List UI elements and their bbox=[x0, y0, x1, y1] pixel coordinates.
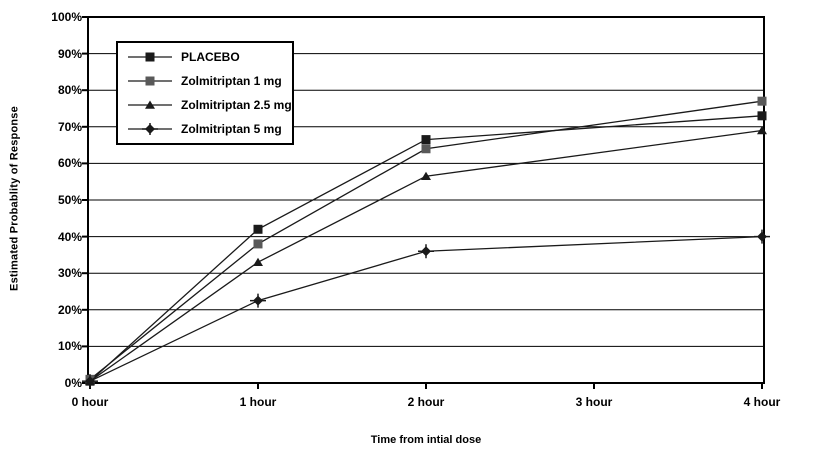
y-tick-label: 70% bbox=[57, 119, 82, 134]
x-tick-label: 4 hour bbox=[743, 395, 781, 409]
y-tick-label: 10% bbox=[57, 339, 82, 354]
x-tick-label: 1 hour bbox=[239, 395, 277, 409]
legend-label: Zolmitriptan 5 mg bbox=[181, 122, 282, 136]
y-tick-label: 90% bbox=[57, 46, 82, 61]
series-zolmitriptan-5-mg bbox=[82, 229, 770, 389]
legend-box: PLACEBO Zolmitriptan 1 mg Zolmitriptan 2.5… bbox=[116, 41, 294, 145]
y-tick-label: 100% bbox=[51, 10, 82, 24]
legend-entry: Zolmitriptan 5 mg bbox=[126, 118, 292, 140]
y-tick-label: 80% bbox=[57, 83, 82, 98]
filled-triangle-legend-icon bbox=[128, 100, 172, 109]
axis-tick-marks bbox=[82, 16, 763, 389]
y-tick-label: 40% bbox=[57, 229, 82, 244]
filled-square-legend-icon bbox=[128, 52, 172, 62]
legend-entry: Zolmitriptan 2.5 mg bbox=[126, 94, 292, 116]
y-tick-label: 50% bbox=[57, 193, 82, 207]
legend-entry: PLACEBO bbox=[126, 46, 292, 68]
legend-label: PLACEBO bbox=[181, 50, 240, 64]
y-axis-title: Estimated Probablity of Response bbox=[8, 106, 21, 291]
legend-label: Zolmitriptan 1 mg bbox=[181, 74, 282, 88]
y-tick-label: 20% bbox=[57, 302, 82, 317]
x-tick-label: 2 hour bbox=[407, 395, 445, 409]
y-tick-label: 0% bbox=[64, 376, 82, 390]
x-tick-label: 0 hour bbox=[71, 395, 109, 409]
y-tick-label: 60% bbox=[57, 156, 82, 171]
legend-label: Zolmitriptan 2.5 mg bbox=[181, 98, 292, 112]
x-tick-label: 3 hour bbox=[575, 395, 613, 409]
diamond-cross-legend-icon bbox=[128, 123, 172, 135]
x-axis-title: Time from intial dose bbox=[370, 434, 482, 446]
legend-entry: Zolmitriptan 1 mg bbox=[126, 70, 292, 92]
filled-square-legend-icon bbox=[128, 76, 172, 86]
y-tick-label: 30% bbox=[57, 266, 82, 281]
